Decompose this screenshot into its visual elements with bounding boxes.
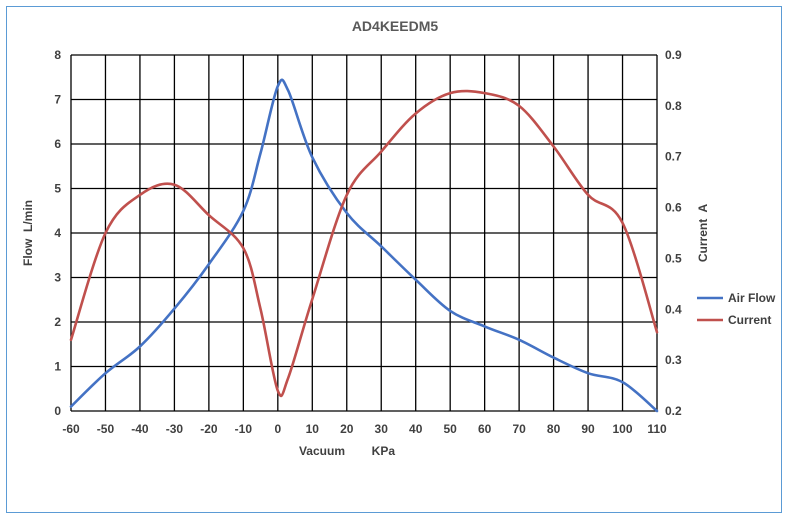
y-axis-label-right: Current A — [696, 204, 710, 263]
x-tick-label: -30 — [166, 422, 184, 436]
y-right-tick-label: 0.8 — [665, 99, 682, 113]
chart-svg: AD4KEEDM5 -60 -50 -40 -30 -20 -10 0 10 20 30 40 50 6… — [21, 18, 776, 458]
x-tick-label: 20 — [340, 422, 354, 436]
y-left-tick-label: 7 — [54, 93, 61, 107]
legend-label-current: Current — [728, 313, 771, 327]
legend: Air Flow Current — [697, 291, 776, 327]
series-line-air-flow — [69, 78, 659, 413]
series-line-current — [69, 89, 659, 397]
y-left-tick-label: 8 — [54, 48, 61, 62]
tick-labels: -60 -50 -40 -30 -20 -10 0 10 20 30 40 50 60 70 80 90 100… — [54, 48, 682, 436]
y-right-tick-label: 0.9 — [665, 48, 682, 62]
grid — [70, 54, 658, 412]
y-right-tick-label: 0.2 — [665, 404, 682, 418]
y-right-tick-label: 0.3 — [665, 353, 682, 367]
y-left-tick-label: 5 — [54, 182, 61, 196]
x-tick-label: 30 — [375, 422, 389, 436]
y-left-tick-label: 3 — [54, 271, 61, 285]
y-right-tick-label: 0.4 — [665, 302, 682, 316]
legend-label-air-flow: Air Flow — [728, 291, 776, 305]
x-tick-label: -60 — [62, 422, 80, 436]
series-layer — [69, 78, 659, 413]
y-right-tick-label: 0.6 — [665, 201, 682, 215]
y-left-tick-label: 6 — [54, 137, 61, 151]
x-tick-label: -50 — [97, 422, 115, 436]
x-tick-label: 50 — [443, 422, 457, 436]
x-tick-label: 0 — [274, 422, 281, 436]
y-right-tick-label: 0.5 — [665, 251, 682, 265]
y-left-tick-label: 4 — [54, 226, 61, 240]
y-right-tick-label: 0.7 — [665, 150, 682, 164]
x-tick-label: -10 — [235, 422, 253, 436]
y-left-tick-label: 0 — [54, 404, 61, 418]
x-tick-label: 10 — [306, 422, 320, 436]
x-tick-label: 70 — [512, 422, 526, 436]
x-axis-label: Vacuum KPa — [299, 444, 395, 458]
x-tick-label: 80 — [547, 422, 561, 436]
y-left-tick-label: 1 — [54, 360, 61, 374]
x-tick-label: 110 — [647, 422, 667, 436]
chart-frame: AD4KEEDM5 -60 -50 -40 -30 -20 -10 0 10 20 30 40 50 6… — [6, 6, 782, 513]
x-tick-label: 40 — [409, 422, 423, 436]
x-tick-label: 90 — [581, 422, 595, 436]
y-axis-label-left: Flow L/min — [21, 200, 35, 266]
x-tick-label: 60 — [478, 422, 492, 436]
x-tick-label: -40 — [131, 422, 149, 436]
y-left-tick-label: 2 — [54, 315, 61, 329]
x-tick-label: 100 — [613, 422, 633, 436]
chart-title: AD4KEEDM5 — [352, 18, 439, 34]
x-tick-label: -20 — [200, 422, 218, 436]
